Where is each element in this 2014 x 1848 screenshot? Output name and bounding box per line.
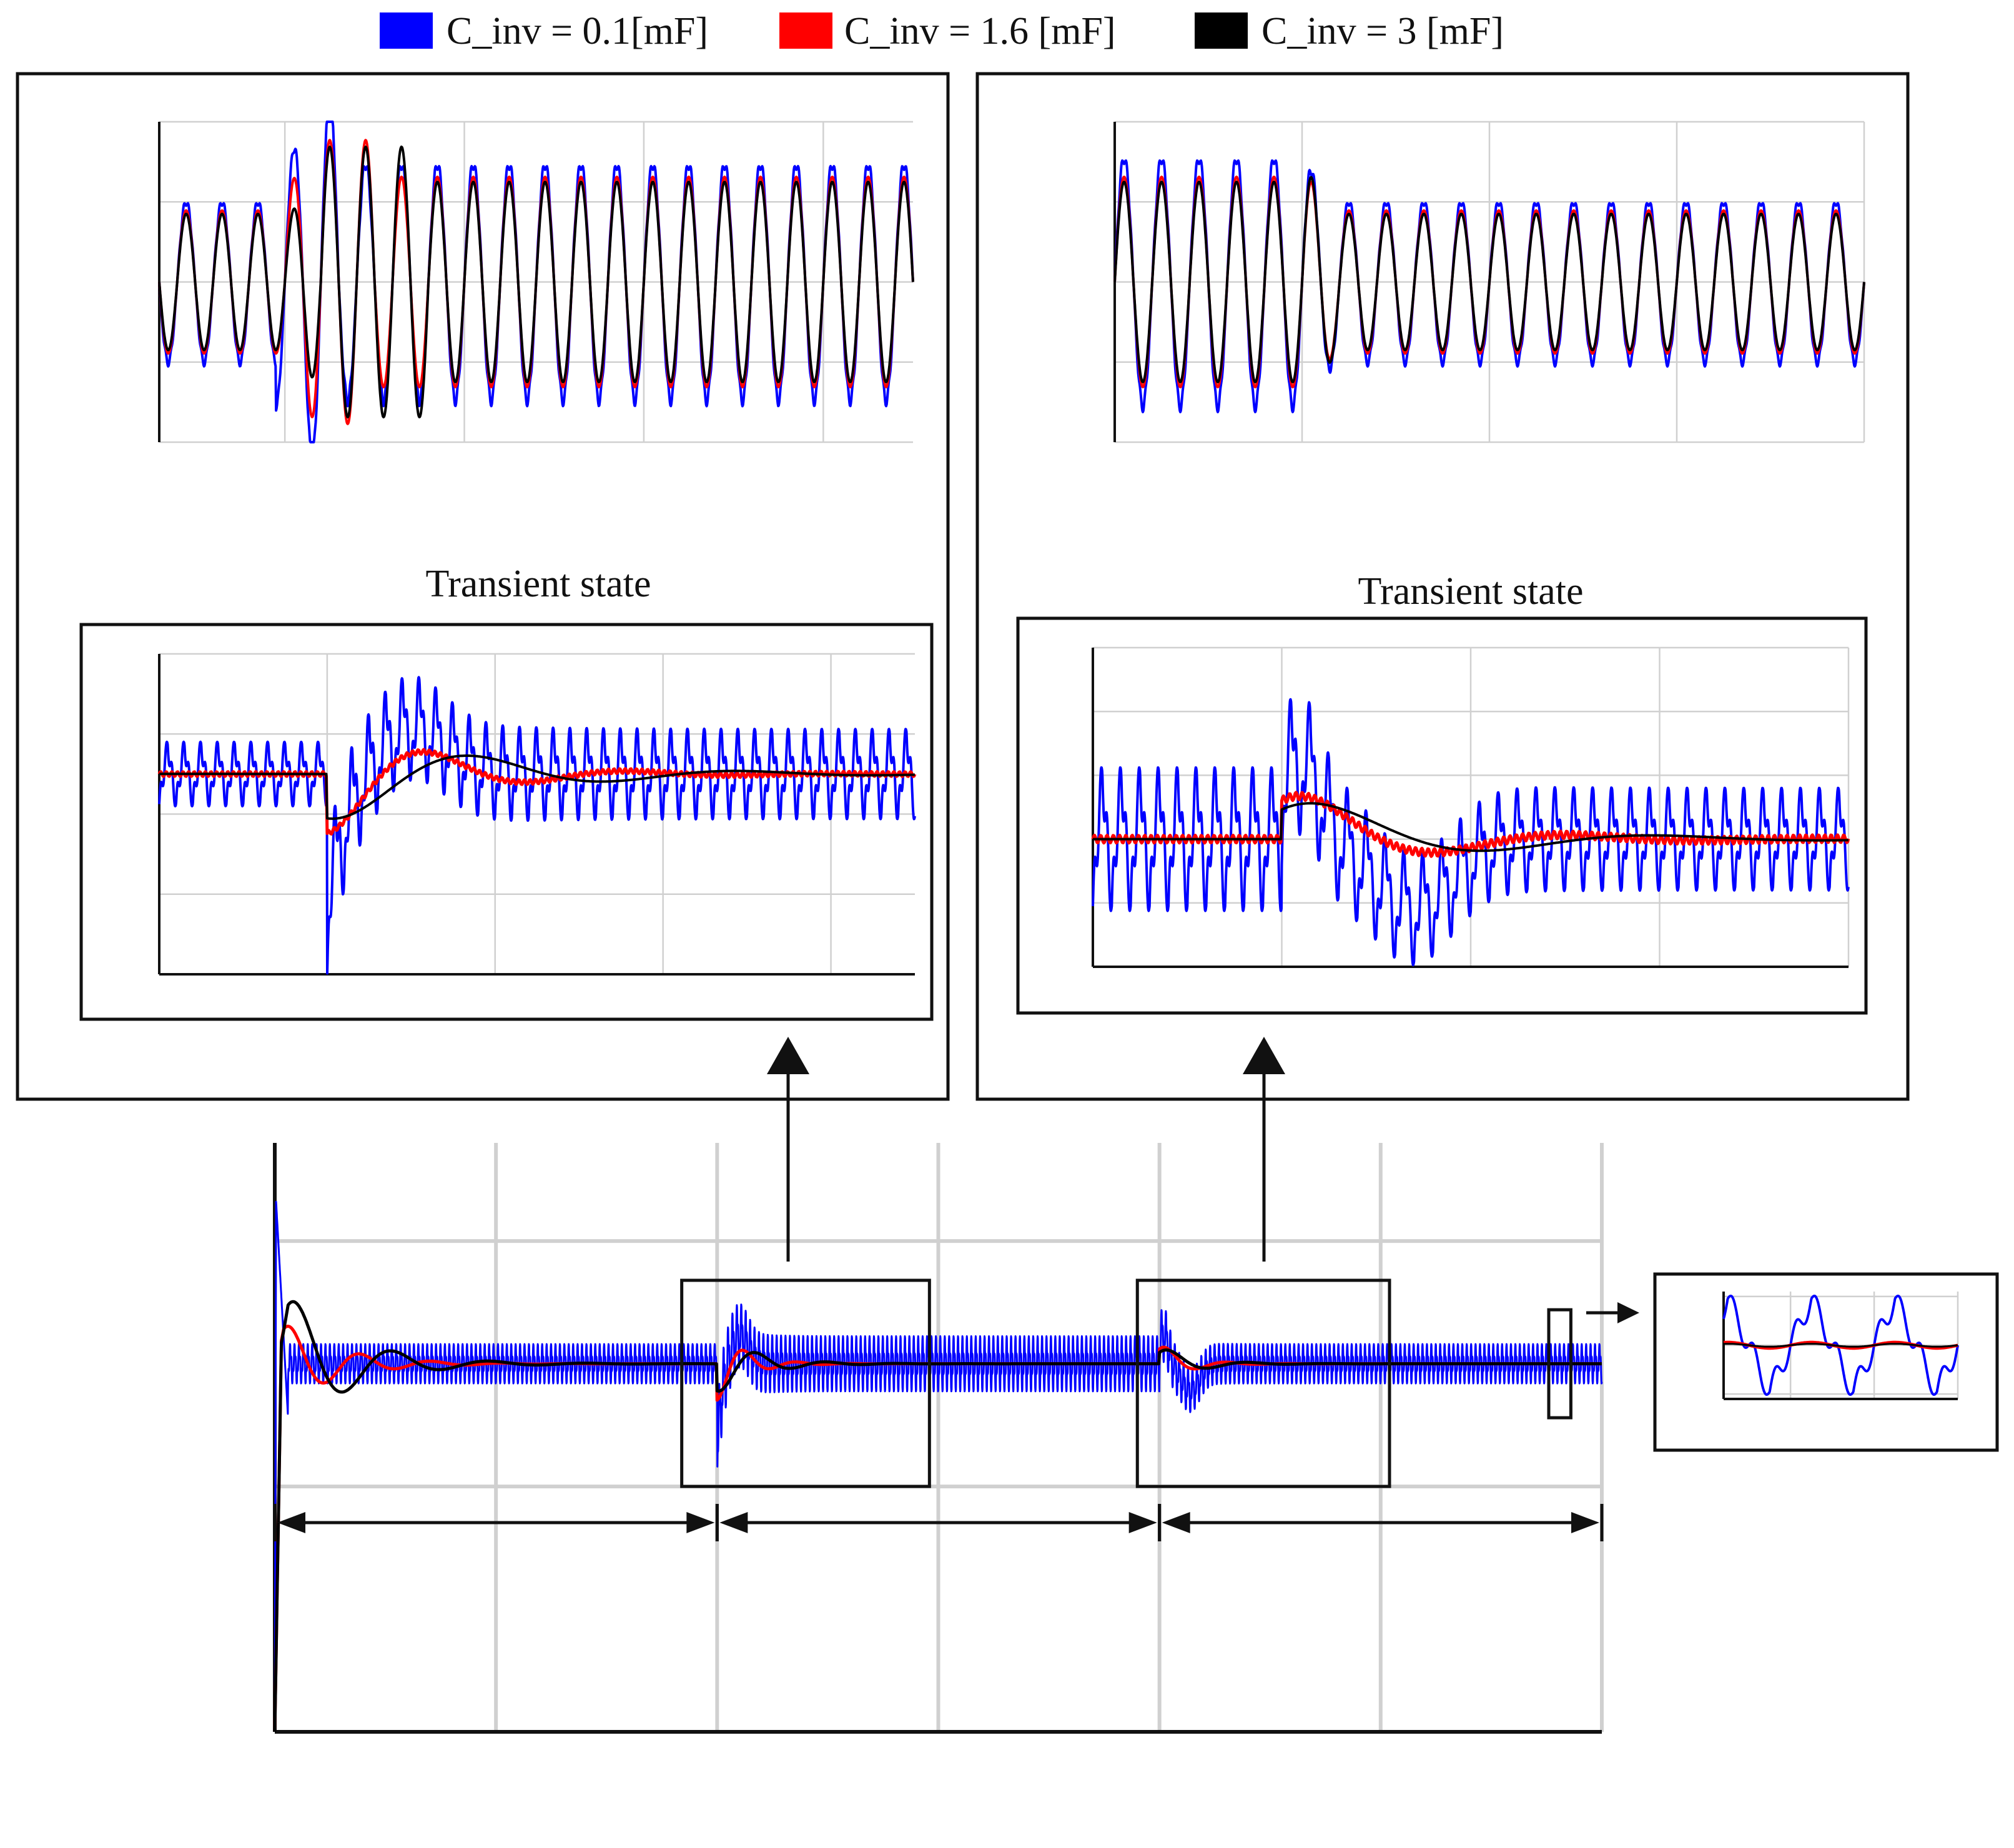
arrow-head-3 (1617, 1302, 1639, 1323)
series-black-small (1723, 1343, 1958, 1348)
legend-label-blue: C_inv = 0.1[mF] (447, 10, 708, 52)
legend-label-black: C_inv = 3 [mF] (1261, 10, 1504, 52)
arrow-head-1 (767, 1037, 809, 1074)
legend: C_inv = 0.1[mF] C_inv = 1.6 [mF] C_inv =… (380, 10, 1504, 52)
region-arrow-head-left (1162, 1512, 1190, 1533)
series-black-voltage (1092, 802, 1849, 852)
steady-state-zoom (1722, 1292, 1959, 1400)
transient-title-right: Transient state (1358, 570, 1583, 613)
transient-title-left: Transient state (425, 563, 651, 605)
zoom-box-1 (1135, 1278, 1391, 1488)
series-black-voltage (159, 754, 916, 820)
region-arrow-head-right (1128, 1512, 1157, 1533)
voltage-zoom-right (1091, 646, 1850, 968)
zoom-box-0 (680, 1278, 931, 1488)
zoom-box-2 (1547, 1308, 1572, 1420)
region-arrow-head-right (686, 1512, 715, 1533)
legend-swatch-red (779, 12, 832, 49)
series-blue-voltage (158, 676, 916, 975)
steady-zoom-frame (1653, 1272, 1999, 1452)
current-plot-left (158, 121, 914, 443)
series-black-current (1113, 175, 1865, 383)
arrow-head-2 (1243, 1037, 1285, 1074)
main-voltage-plot (273, 1143, 1604, 1734)
series-black-main (273, 1300, 1603, 1732)
region-arrow-head-left (277, 1512, 305, 1533)
legend-swatch-blue (380, 12, 433, 49)
series-blue-small (1722, 1295, 1959, 1396)
voltage-zoom-left (157, 653, 917, 976)
series-blue-voltage (1092, 698, 1850, 967)
region-arrow-head-right (1571, 1512, 1599, 1533)
series-blue-main (274, 1200, 1603, 1732)
zoom-frame-left (79, 623, 934, 1021)
zoom-arrows (767, 1037, 1639, 1323)
right-panel-frame (975, 72, 1910, 1101)
legend-swatch-black (1195, 12, 1248, 49)
legend-label-red: C_inv = 1.6 [mF] (844, 10, 1116, 52)
current-plot-right (1113, 121, 1865, 443)
series-black-current (158, 146, 914, 418)
left-panel-frame (16, 72, 950, 1101)
zoom-frame-right (1016, 616, 1868, 1015)
region-arrow-head-left (719, 1512, 748, 1533)
